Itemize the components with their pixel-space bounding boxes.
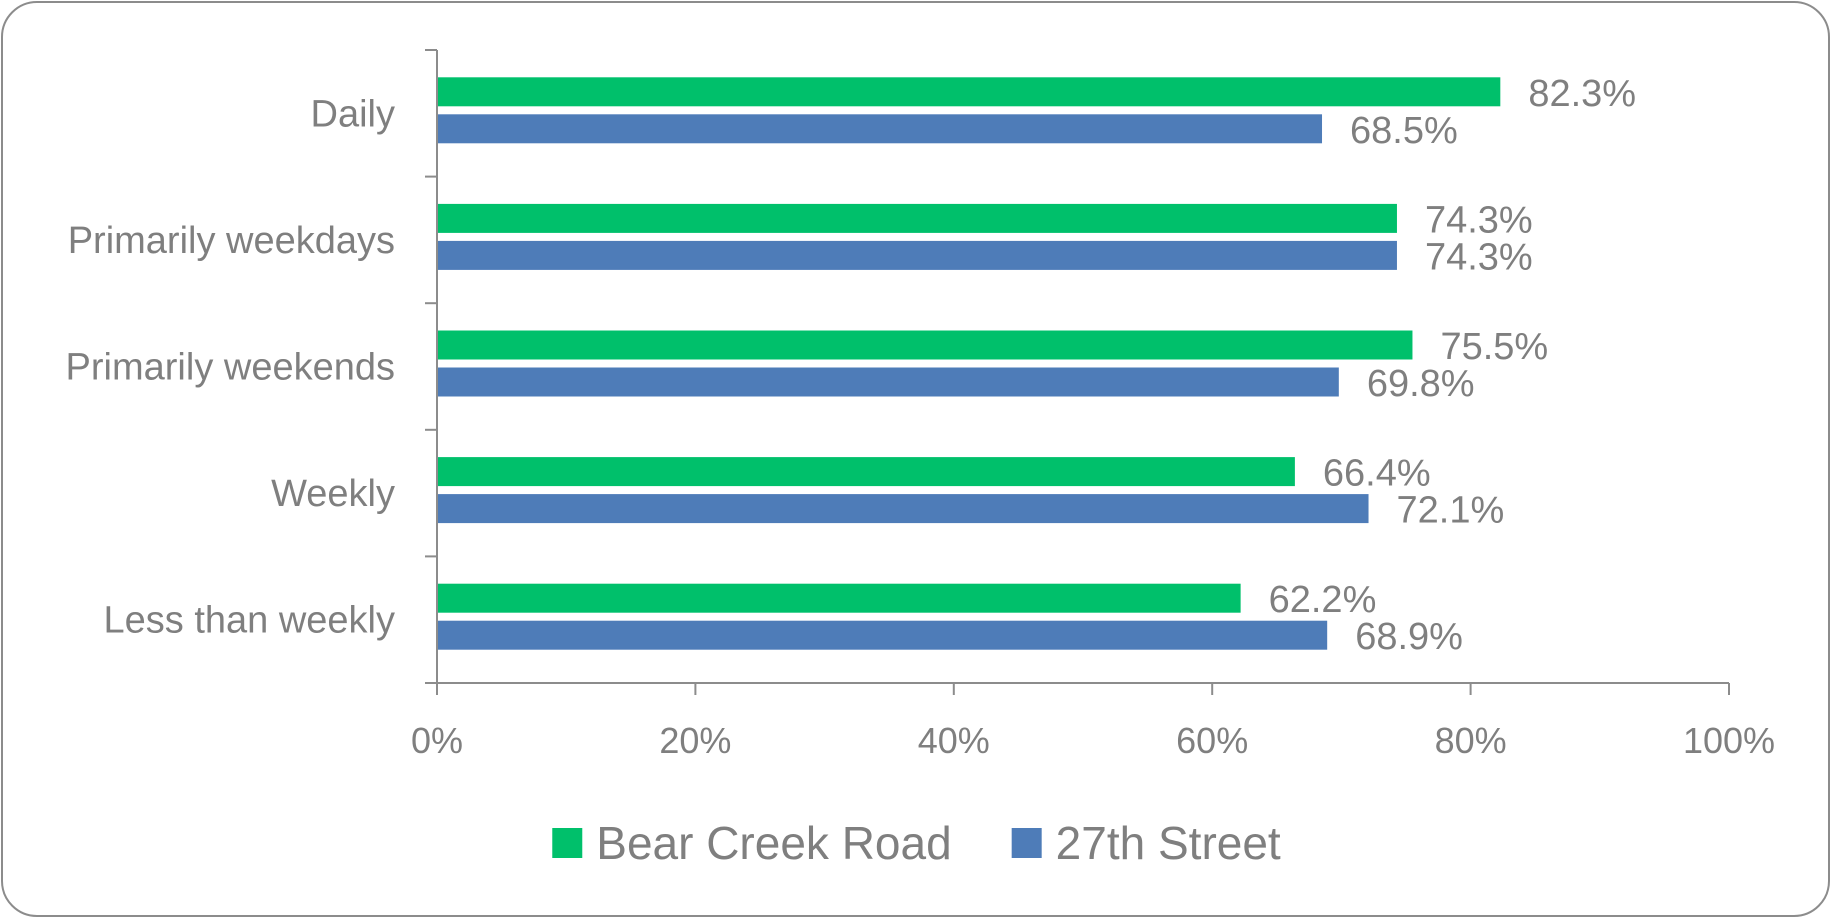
bars-layer: [437, 77, 1501, 650]
x-tick-label: 100%: [1683, 720, 1775, 761]
legend-label: 27th Street: [1056, 817, 1281, 869]
bar: [437, 240, 1397, 270]
x-tick-label: 0%: [411, 720, 463, 761]
bar: [437, 457, 1295, 487]
bar: [437, 330, 1413, 360]
category-label: Primarily weekends: [66, 347, 395, 389]
data-label: 66.4%: [1323, 453, 1431, 495]
x-tick-label: 80%: [1435, 720, 1507, 761]
x-tick-label: 60%: [1176, 720, 1248, 761]
legend-label: Bear Creek Road: [596, 817, 951, 869]
bar: [437, 77, 1501, 107]
bar: [437, 583, 1241, 613]
data-label: 62.2%: [1269, 579, 1377, 621]
data-label: 68.5%: [1350, 110, 1458, 152]
category-label: Primarily weekdays: [68, 220, 395, 262]
bar: [437, 620, 1328, 650]
category-label: Daily: [311, 93, 395, 135]
data-label: 82.3%: [1528, 73, 1636, 115]
axes-layer: [425, 49, 1730, 695]
bar: [437, 494, 1369, 524]
data-label: 72.1%: [1397, 490, 1505, 532]
x-tick-label: 40%: [918, 720, 990, 761]
bar: [437, 114, 1323, 144]
data-label: 75.5%: [1440, 326, 1548, 368]
legend-swatch: [1011, 828, 1042, 858]
bar: [437, 203, 1397, 233]
data-label: 69.8%: [1367, 363, 1475, 405]
data-label: 74.3%: [1425, 236, 1533, 278]
category-label: Weekly: [271, 473, 395, 515]
legend: Bear Creek Road 27th Street: [552, 817, 1281, 869]
data-label: 68.9%: [1355, 616, 1463, 658]
labels-layer: 0% 20% 40% 60% 80% 100% Daily 82.3% 68.5% Primari…: [66, 73, 1775, 761]
bar: [437, 367, 1339, 397]
legend-swatch: [552, 828, 583, 858]
category-label: Less than weekly: [104, 600, 396, 642]
x-tick-label: 20%: [659, 720, 731, 761]
data-label: 74.3%: [1425, 199, 1533, 241]
